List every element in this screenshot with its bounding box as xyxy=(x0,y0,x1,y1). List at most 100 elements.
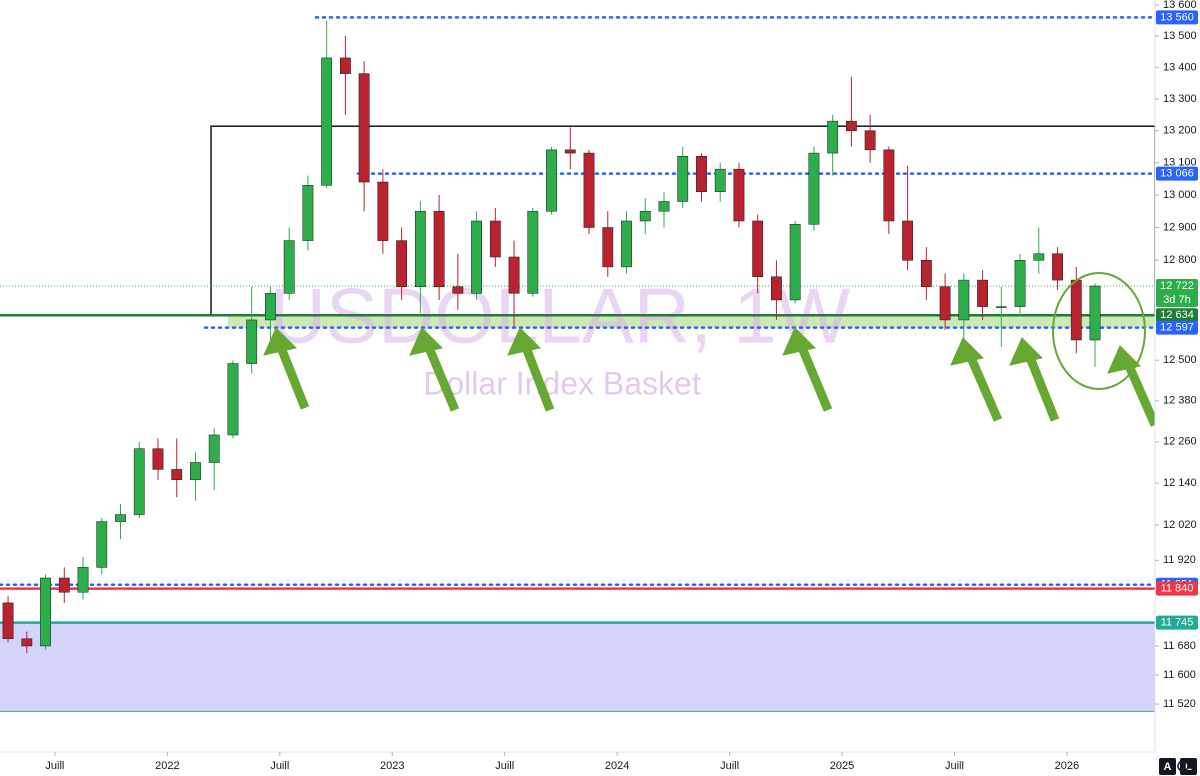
candle-body xyxy=(115,514,126,522)
candle-body xyxy=(546,149,557,212)
candle-body xyxy=(471,220,482,294)
candle-body xyxy=(827,120,839,154)
y-tick-label: 11 680 xyxy=(1163,640,1196,652)
level-label-box xyxy=(1156,279,1198,308)
candle-body xyxy=(396,240,408,287)
candle-body xyxy=(321,57,333,186)
candle-body xyxy=(40,577,51,647)
y-tick-label: 13 400 xyxy=(1163,61,1197,73)
candle-body xyxy=(752,220,764,278)
candle-body xyxy=(939,286,951,321)
y-tick-label: 11 520 xyxy=(1163,698,1196,710)
candle-body xyxy=(808,152,820,225)
y-tick-label: 12 900 xyxy=(1163,221,1197,233)
candle-body xyxy=(227,363,239,436)
y-tick-label: 12 380 xyxy=(1163,395,1197,407)
candle-body xyxy=(171,469,183,481)
y-tick-label: 13 100 xyxy=(1163,157,1197,169)
price-axis xyxy=(1155,0,1200,776)
candle-body xyxy=(1089,285,1101,341)
annotations xyxy=(263,272,1160,427)
candle-body xyxy=(339,57,351,74)
candle-body xyxy=(452,286,464,294)
candle-body xyxy=(527,210,539,294)
arrow xyxy=(782,327,833,412)
arrow xyxy=(950,337,1003,422)
candle-body xyxy=(96,521,108,568)
arrow xyxy=(409,327,460,412)
candle-body xyxy=(190,462,201,481)
level-label-box xyxy=(1156,166,1198,181)
level-label: 12 597 xyxy=(1160,322,1194,334)
candle-body xyxy=(433,210,445,287)
candle-body xyxy=(733,168,745,222)
scale-button-label[interactable]: A xyxy=(1164,761,1172,773)
level-label-box xyxy=(1156,308,1198,323)
settings-icon[interactable] xyxy=(1177,760,1189,772)
level-label: 11 745 xyxy=(1161,616,1194,628)
y-tick-label: 11 920 xyxy=(1163,554,1196,566)
arrow xyxy=(263,327,310,410)
candle-body xyxy=(977,279,988,307)
x-tick-label: Juill xyxy=(270,760,289,772)
candle-body xyxy=(789,224,801,301)
candle-body xyxy=(902,220,914,261)
candle-body xyxy=(2,602,14,639)
candle-body xyxy=(602,227,614,268)
level-label-box xyxy=(1156,615,1198,630)
level-label: 12 722 xyxy=(1160,280,1194,292)
x-tick-label: 2024 xyxy=(605,760,629,772)
y-tick-label: 13 600 xyxy=(1163,0,1197,11)
candle-body xyxy=(920,260,932,287)
y-tick-label: 13 000 xyxy=(1163,189,1197,201)
candle-body xyxy=(1052,253,1063,281)
support-zone xyxy=(228,315,1155,328)
x-tick-label: Juill xyxy=(495,760,514,772)
candle-body xyxy=(208,434,220,463)
scale-button[interactable] xyxy=(1159,758,1176,775)
highlight-circle xyxy=(1052,272,1146,390)
y-tick-label: 13 500 xyxy=(1163,30,1197,42)
arrow xyxy=(1107,345,1160,427)
candle-body xyxy=(246,319,258,364)
candle-body xyxy=(152,448,164,470)
candle-body xyxy=(583,152,595,228)
y-tick-label: 12 020 xyxy=(1163,519,1197,531)
candle-body xyxy=(639,210,651,222)
x-tick-label: 2022 xyxy=(155,760,179,772)
level-label: 13 560 xyxy=(1160,11,1194,23)
x-tick-label: 2025 xyxy=(830,760,854,772)
candle-body xyxy=(21,638,33,647)
level-label-box xyxy=(1156,320,1198,335)
lower-zone xyxy=(0,622,1155,712)
x-tick-label: Juill xyxy=(45,760,64,772)
candle-body xyxy=(377,181,389,241)
watermark-subtitle: Dollar Index Basket xyxy=(423,365,701,401)
x-tick-label: 2026 xyxy=(1055,760,1079,772)
level-label-box xyxy=(1156,581,1198,596)
y-tick-label: 12 800 xyxy=(1163,254,1197,266)
candle-body xyxy=(489,220,501,258)
candle-body xyxy=(995,306,1007,308)
candle-body xyxy=(133,448,145,515)
candle-body xyxy=(77,567,89,593)
y-tick-label: 11 600 xyxy=(1163,669,1196,681)
candle-body xyxy=(265,293,276,321)
x-tick-label: 2023 xyxy=(380,760,404,772)
x-tick-label: Juill xyxy=(720,760,739,772)
level-label: 12 634 xyxy=(1160,309,1194,321)
y-tick-label: 13 300 xyxy=(1163,93,1197,105)
candle-body xyxy=(771,276,782,301)
candle-body xyxy=(658,201,670,212)
candle-body xyxy=(58,577,70,593)
candle-body xyxy=(508,256,520,294)
candle-body xyxy=(845,120,857,131)
candle-body xyxy=(1014,260,1026,307)
y-tick-label: 12 140 xyxy=(1163,477,1197,489)
countdown: 3d 7h xyxy=(1163,294,1191,306)
x-tick-label: Juill xyxy=(945,760,964,772)
candle-body xyxy=(283,240,295,294)
candle-body xyxy=(864,130,876,151)
level-label: 11 840 xyxy=(1161,583,1194,595)
